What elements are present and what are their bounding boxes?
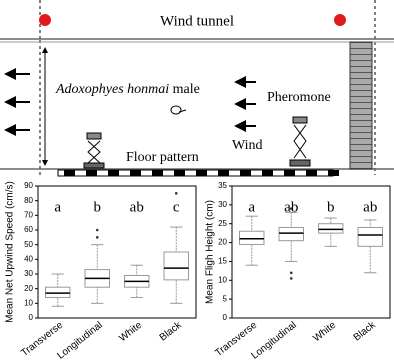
y-tick-label: 0 bbox=[223, 313, 228, 322]
y-tick-label: 10 bbox=[218, 275, 227, 284]
outlier bbox=[289, 277, 293, 280]
tunnel-title: Wind tunnel bbox=[160, 13, 234, 29]
y-axis-label: Mean Net Upwind Speed (cm/s) bbox=[5, 181, 16, 323]
y-tick-label: 70 bbox=[24, 210, 33, 219]
pheromone-stand bbox=[289, 116, 311, 167]
outlier bbox=[289, 207, 293, 210]
upwind-screen bbox=[349, 41, 373, 170]
significance-letter: b bbox=[94, 199, 102, 215]
significance-letter: ab bbox=[130, 199, 144, 215]
floor-stripe bbox=[174, 170, 185, 176]
y-tick-label: 60 bbox=[24, 225, 33, 234]
y-tick-label: 50 bbox=[24, 240, 33, 249]
box bbox=[278, 226, 304, 242]
box bbox=[239, 230, 265, 245]
outlier bbox=[95, 236, 99, 239]
x-tick-label: White bbox=[117, 320, 144, 345]
y-tick-label: 30 bbox=[218, 200, 227, 209]
x-tick-label: Black bbox=[158, 319, 185, 343]
species-label: Adoxophyes honmai male bbox=[55, 82, 200, 97]
outlier bbox=[95, 228, 99, 232]
floor-stripe bbox=[152, 170, 163, 176]
tunnel-diagram: Wind tunnel Adoxophyes honmai male Phero… bbox=[0, 0, 394, 177]
floor-stripe bbox=[86, 170, 97, 176]
floor-stripe bbox=[284, 170, 295, 176]
floor-stripe bbox=[240, 170, 251, 176]
floor-stripe bbox=[262, 170, 273, 176]
y-tick-label: 80 bbox=[24, 196, 33, 205]
significance-letter: b bbox=[327, 199, 335, 215]
x-tick-label: Black bbox=[352, 319, 379, 343]
y-tick-label: 40 bbox=[24, 254, 33, 263]
significance-letter: a bbox=[54, 199, 61, 215]
floor-label: Floor pattern bbox=[126, 150, 199, 165]
floor-stripe bbox=[130, 170, 141, 176]
plot-frame bbox=[231, 185, 391, 319]
floor-pattern bbox=[57, 169, 339, 177]
floor-stripe bbox=[196, 170, 207, 176]
significance-letter: c bbox=[173, 199, 180, 215]
floor-stripe bbox=[108, 170, 119, 176]
box bbox=[357, 226, 383, 247]
y-tick-label: 90 bbox=[24, 181, 33, 190]
plot-frame bbox=[37, 185, 197, 319]
floor-stripe bbox=[64, 170, 75, 176]
y-tick-label: 30 bbox=[24, 269, 33, 278]
marker-dot bbox=[39, 14, 51, 26]
significance-letter: ab bbox=[363, 199, 377, 215]
species-suffix: male bbox=[173, 82, 200, 97]
pheromone-label: Pheromone bbox=[267, 90, 331, 105]
wind-label: Wind bbox=[232, 138, 263, 153]
y-tick-label: 15 bbox=[218, 257, 227, 266]
outlier bbox=[289, 271, 293, 275]
y-tick-label: 20 bbox=[24, 284, 33, 293]
y-tick-label: 5 bbox=[223, 294, 228, 303]
significance-letter: a bbox=[248, 199, 255, 215]
marker-dot bbox=[334, 14, 346, 26]
release-stand bbox=[83, 132, 105, 169]
y-tick-label: 10 bbox=[24, 298, 33, 307]
species-name: Adoxophyes honmai bbox=[55, 82, 169, 97]
y-tick-label: 35 bbox=[218, 181, 227, 190]
moth-icon bbox=[170, 105, 187, 115]
y-tick-label: 25 bbox=[218, 219, 227, 228]
box bbox=[163, 251, 189, 281]
box bbox=[318, 223, 344, 234]
x-tick-label: White bbox=[311, 320, 338, 345]
y-tick-label: 20 bbox=[218, 238, 227, 247]
y-axis-label: Mean Fligh Height (cm) bbox=[205, 200, 216, 304]
floor-stripe bbox=[328, 170, 339, 176]
significance-letter: ab bbox=[284, 199, 298, 215]
y-tick-label: 0 bbox=[29, 313, 34, 322]
floor-stripe bbox=[306, 170, 317, 176]
outlier bbox=[174, 192, 178, 195]
floor-stripe bbox=[218, 170, 229, 176]
